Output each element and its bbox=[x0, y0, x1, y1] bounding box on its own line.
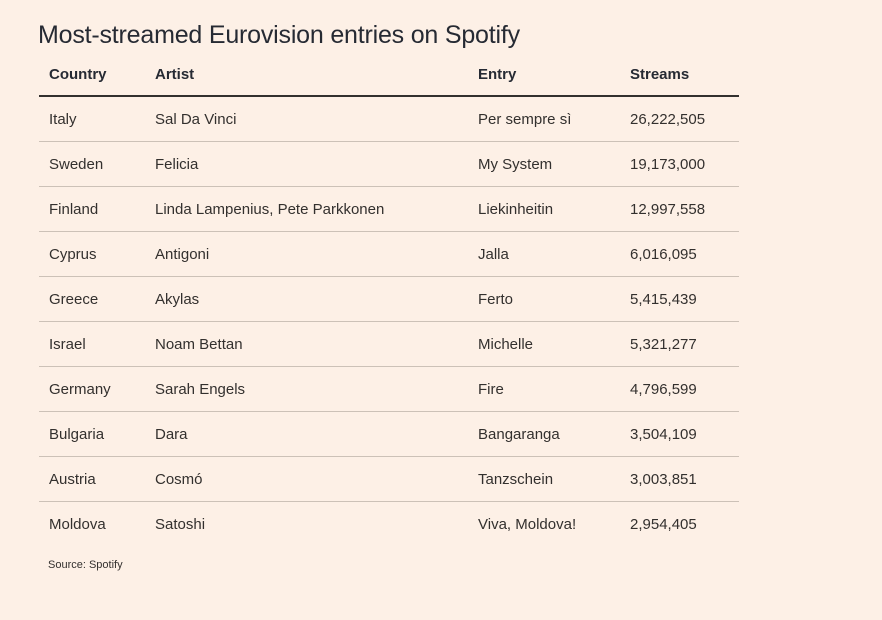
country-cell: Italy bbox=[39, 96, 145, 142]
artist-cell: Noam Bettan bbox=[145, 321, 468, 367]
streams-cell: 3,003,851 bbox=[620, 456, 739, 502]
column-header-artist: Artist bbox=[145, 54, 468, 97]
entry-cell: My System bbox=[468, 141, 620, 187]
artist-cell: Dara bbox=[145, 411, 468, 457]
table-row: Austria Cosmó Tanzschein 3,003,851 bbox=[39, 456, 739, 502]
entry-cell: Ferto bbox=[468, 276, 620, 322]
table-row: Finland Linda Lampenius, Pete Parkkonen Li… bbox=[39, 186, 739, 232]
streams-cell: 6,016,095 bbox=[620, 231, 739, 277]
table-row: Moldova Satoshi Viva, Moldova! 2,954,405 bbox=[39, 502, 739, 547]
entry-cell: Liekinheitin bbox=[468, 186, 620, 232]
table-row: Italy Sal Da Vinci Per sempre sì 26,222,505 bbox=[39, 96, 739, 142]
artist-cell: Sarah Engels bbox=[145, 366, 468, 412]
artist-cell: Akylas bbox=[145, 276, 468, 322]
artist-cell: Sal Da Vinci bbox=[145, 96, 468, 142]
country-cell: Sweden bbox=[39, 141, 145, 187]
column-header-entry: Entry bbox=[468, 54, 620, 97]
country-cell: Bulgaria bbox=[39, 411, 145, 457]
country-cell: Austria bbox=[39, 456, 145, 502]
column-header-country: Country bbox=[39, 54, 145, 97]
table-row: Israel Noam Bettan Michelle 5,321,277 bbox=[39, 321, 739, 367]
country-cell: Greece bbox=[39, 276, 145, 322]
entry-cell: Michelle bbox=[468, 321, 620, 367]
entry-cell: Jalla bbox=[468, 231, 620, 277]
entry-cell: Fire bbox=[468, 366, 620, 412]
country-cell: Moldova bbox=[49, 515, 106, 533]
entry-cell: Bangaranga bbox=[468, 411, 620, 457]
country-cell: Cyprus bbox=[39, 231, 145, 277]
country-cell: Germany bbox=[39, 366, 145, 412]
streams-cell: 3,504,109 bbox=[620, 411, 739, 457]
streams-cell: 2,954,405 bbox=[630, 515, 697, 533]
streams-cell: 5,415,439 bbox=[620, 276, 739, 322]
chart-title: Most-streamed Eurovision entries on Spot… bbox=[38, 21, 520, 49]
streams-cell: 5,321,277 bbox=[620, 321, 739, 367]
streams-cell: 12,997,558 bbox=[620, 186, 739, 232]
streams-table: Country Artist Entry Streams Italy Sal Da… bbox=[39, 54, 739, 546]
artist-cell: Cosmó bbox=[145, 456, 468, 502]
entry-cell: Tanzschein bbox=[468, 456, 620, 502]
table-row: Sweden Felicia My System 19,173,000 bbox=[39, 141, 739, 187]
country-cell: Israel bbox=[39, 321, 145, 367]
table-header-row: Country Artist Entry Streams bbox=[39, 54, 739, 97]
country-cell: Finland bbox=[39, 186, 145, 232]
artist-cell: Satoshi bbox=[155, 515, 206, 533]
entry-cell: Per sempre sì bbox=[468, 96, 620, 142]
streams-cell: 4,796,599 bbox=[620, 366, 739, 412]
column-header-streams: Streams bbox=[620, 54, 739, 97]
artist-cell: Felicia bbox=[145, 141, 468, 187]
table-body: Italy Sal Da Vinci Per sempre sì 26,222,505… bbox=[39, 96, 739, 546]
streams-cell: 19,173,000 bbox=[620, 141, 739, 187]
table-row: Greece Akylas Ferto 5,415,439 bbox=[39, 276, 739, 322]
artist-cell: Antigoni bbox=[145, 231, 468, 277]
artist-cell: Linda Lampenius, Pete Parkkonen bbox=[145, 186, 468, 232]
source-note: Source: Spotify bbox=[48, 559, 123, 571]
table-row: Germany Sarah Engels Fire 4,796,599 bbox=[39, 366, 739, 412]
table-row: Bulgaria Dara Bangaranga 3,504,109 bbox=[39, 411, 739, 457]
table-row: Cyprus Antigoni Jalla 6,016,095 bbox=[39, 231, 739, 277]
streams-cell: 26,222,505 bbox=[620, 96, 739, 142]
entry-cell: Viva, Moldova! bbox=[478, 515, 577, 533]
